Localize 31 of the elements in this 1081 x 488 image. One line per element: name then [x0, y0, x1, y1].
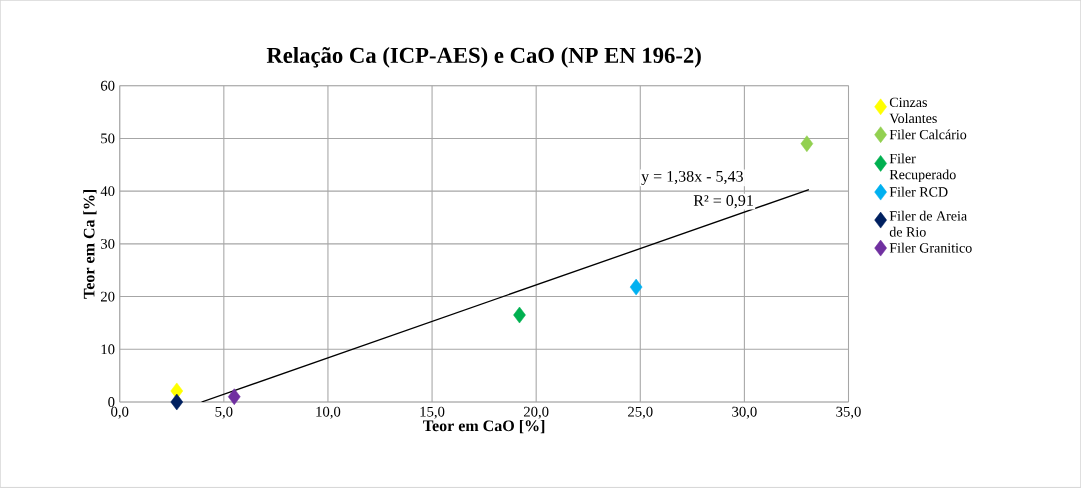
legend-label: Filer Granitico [889, 242, 972, 253]
point [170, 393, 184, 411]
x-tick-label: 25,0 [628, 406, 653, 419]
y-tick-label: 10 [101, 344, 115, 355]
point [513, 306, 526, 324]
legend-label: Cinzas Volantes [889, 97, 937, 124]
point [800, 135, 814, 153]
y-axis-title: Teor em Ca [%] [83, 190, 97, 299]
y-tick-label: 30 [101, 239, 115, 249]
x-tick-label: 15,0 [420, 406, 445, 419]
y-tick-label: 60 [100, 80, 115, 91]
chart-title: Relação Ca (ICP-AES) e CaO (NP EN 196-2) [266, 47, 701, 68]
x-tick-label: 5,0 [215, 406, 233, 419]
x-tick-label: 10,0 [316, 406, 341, 419]
annotation: y = 1,38x - 5,43 [641, 171, 743, 186]
legend-label: Filer Recuperado [889, 153, 956, 183]
annotation: R² = 0,91 [693, 195, 753, 209]
x-tick-label: 35,0 [836, 406, 861, 419]
legend-label: Filer Calcário [889, 129, 967, 140]
legend-label: Filer de Areia de Rio [889, 210, 967, 237]
point [629, 278, 643, 296]
point [227, 388, 241, 406]
x-axis-title: Teor em CaO [%] [423, 420, 545, 434]
legend-label: Filer RCD [889, 186, 948, 197]
y-tick-label: 40 [100, 186, 115, 197]
y-tick-label: 0 [108, 397, 115, 408]
x-tick-label: 20,0 [523, 406, 549, 419]
x-tick-label: 0,0 [111, 406, 129, 419]
x-tick-label: 30,0 [732, 406, 757, 419]
y-tick-label: 50 [101, 133, 115, 144]
y-tick-label: 20 [100, 291, 115, 302]
